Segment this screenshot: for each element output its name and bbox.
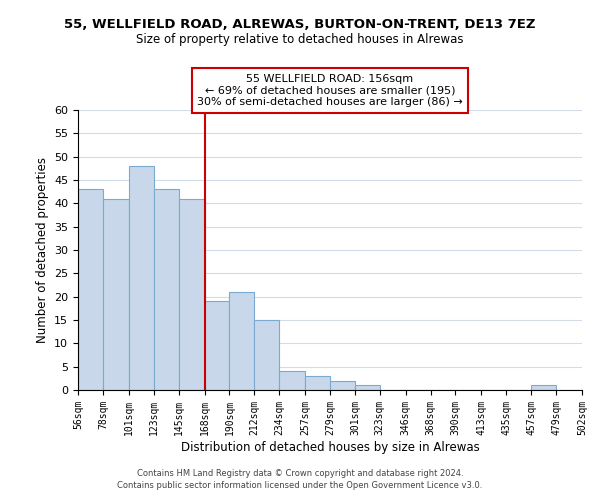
Bar: [279, 372, 305, 390]
Bar: [229, 292, 254, 390]
Bar: [103, 198, 129, 390]
Bar: [129, 166, 154, 390]
Text: Contains HM Land Registry data © Crown copyright and database right 2024.: Contains HM Land Registry data © Crown c…: [137, 468, 463, 477]
Bar: [205, 302, 229, 390]
Bar: [305, 376, 330, 390]
Text: Size of property relative to detached houses in Alrewas: Size of property relative to detached ho…: [136, 32, 464, 46]
Bar: [355, 386, 380, 390]
Bar: [179, 198, 205, 390]
Text: 55 WELLFIELD ROAD: 156sqm
← 69% of detached houses are smaller (195)
30% of semi: 55 WELLFIELD ROAD: 156sqm ← 69% of detac…: [197, 74, 463, 107]
X-axis label: Distribution of detached houses by size in Alrewas: Distribution of detached houses by size …: [181, 440, 479, 454]
Bar: [254, 320, 279, 390]
Bar: [330, 380, 355, 390]
Bar: [582, 386, 600, 390]
Y-axis label: Number of detached properties: Number of detached properties: [35, 157, 49, 343]
Bar: [154, 190, 179, 390]
Text: Contains public sector information licensed under the Open Government Licence v3: Contains public sector information licen…: [118, 481, 482, 490]
Text: 55, WELLFIELD ROAD, ALREWAS, BURTON-ON-TRENT, DE13 7EZ: 55, WELLFIELD ROAD, ALREWAS, BURTON-ON-T…: [64, 18, 536, 30]
Bar: [531, 386, 556, 390]
Bar: [78, 190, 103, 390]
